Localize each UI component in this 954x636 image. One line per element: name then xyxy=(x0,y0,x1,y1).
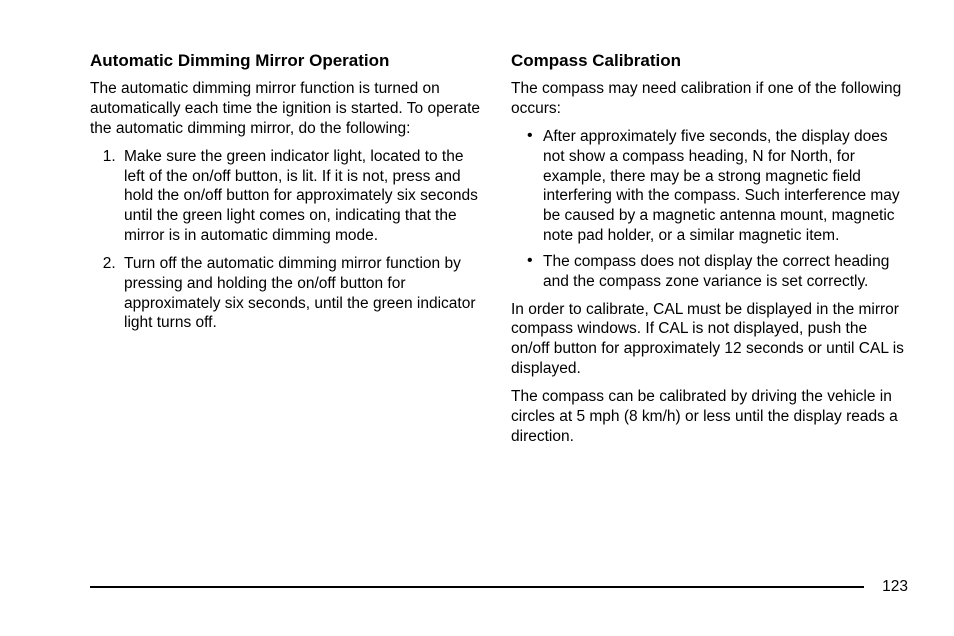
list-item: After approximately five seconds, the di… xyxy=(527,127,908,246)
left-intro: The automatic dimming mirror function is… xyxy=(90,79,487,138)
right-intro: The compass may need calibration if one … xyxy=(511,79,908,119)
footer-rule xyxy=(90,586,864,588)
right-para-2: The compass can be calibrated by driving… xyxy=(511,387,908,446)
left-heading: Automatic Dimming Mirror Operation xyxy=(90,50,487,71)
footer: 123 xyxy=(90,578,908,596)
list-item: The compass does not display the correct… xyxy=(527,252,908,292)
left-column: Automatic Dimming Mirror Operation The a… xyxy=(90,50,487,454)
list-item: Turn off the automatic dimming mirror fu… xyxy=(120,254,487,333)
right-column: Compass Calibration The compass may need… xyxy=(511,50,908,454)
right-bullets-list: After approximately five seconds, the di… xyxy=(511,127,908,292)
list-item: Make sure the green indicator light, loc… xyxy=(120,147,487,246)
right-heading: Compass Calibration xyxy=(511,50,908,71)
right-para-1: In order to calibrate, CAL must be displ… xyxy=(511,300,908,379)
page: Automatic Dimming Mirror Operation The a… xyxy=(0,0,954,636)
left-steps-list: Make sure the green indicator light, loc… xyxy=(90,147,487,333)
page-number: 123 xyxy=(864,578,908,596)
columns: Automatic Dimming Mirror Operation The a… xyxy=(90,50,908,454)
